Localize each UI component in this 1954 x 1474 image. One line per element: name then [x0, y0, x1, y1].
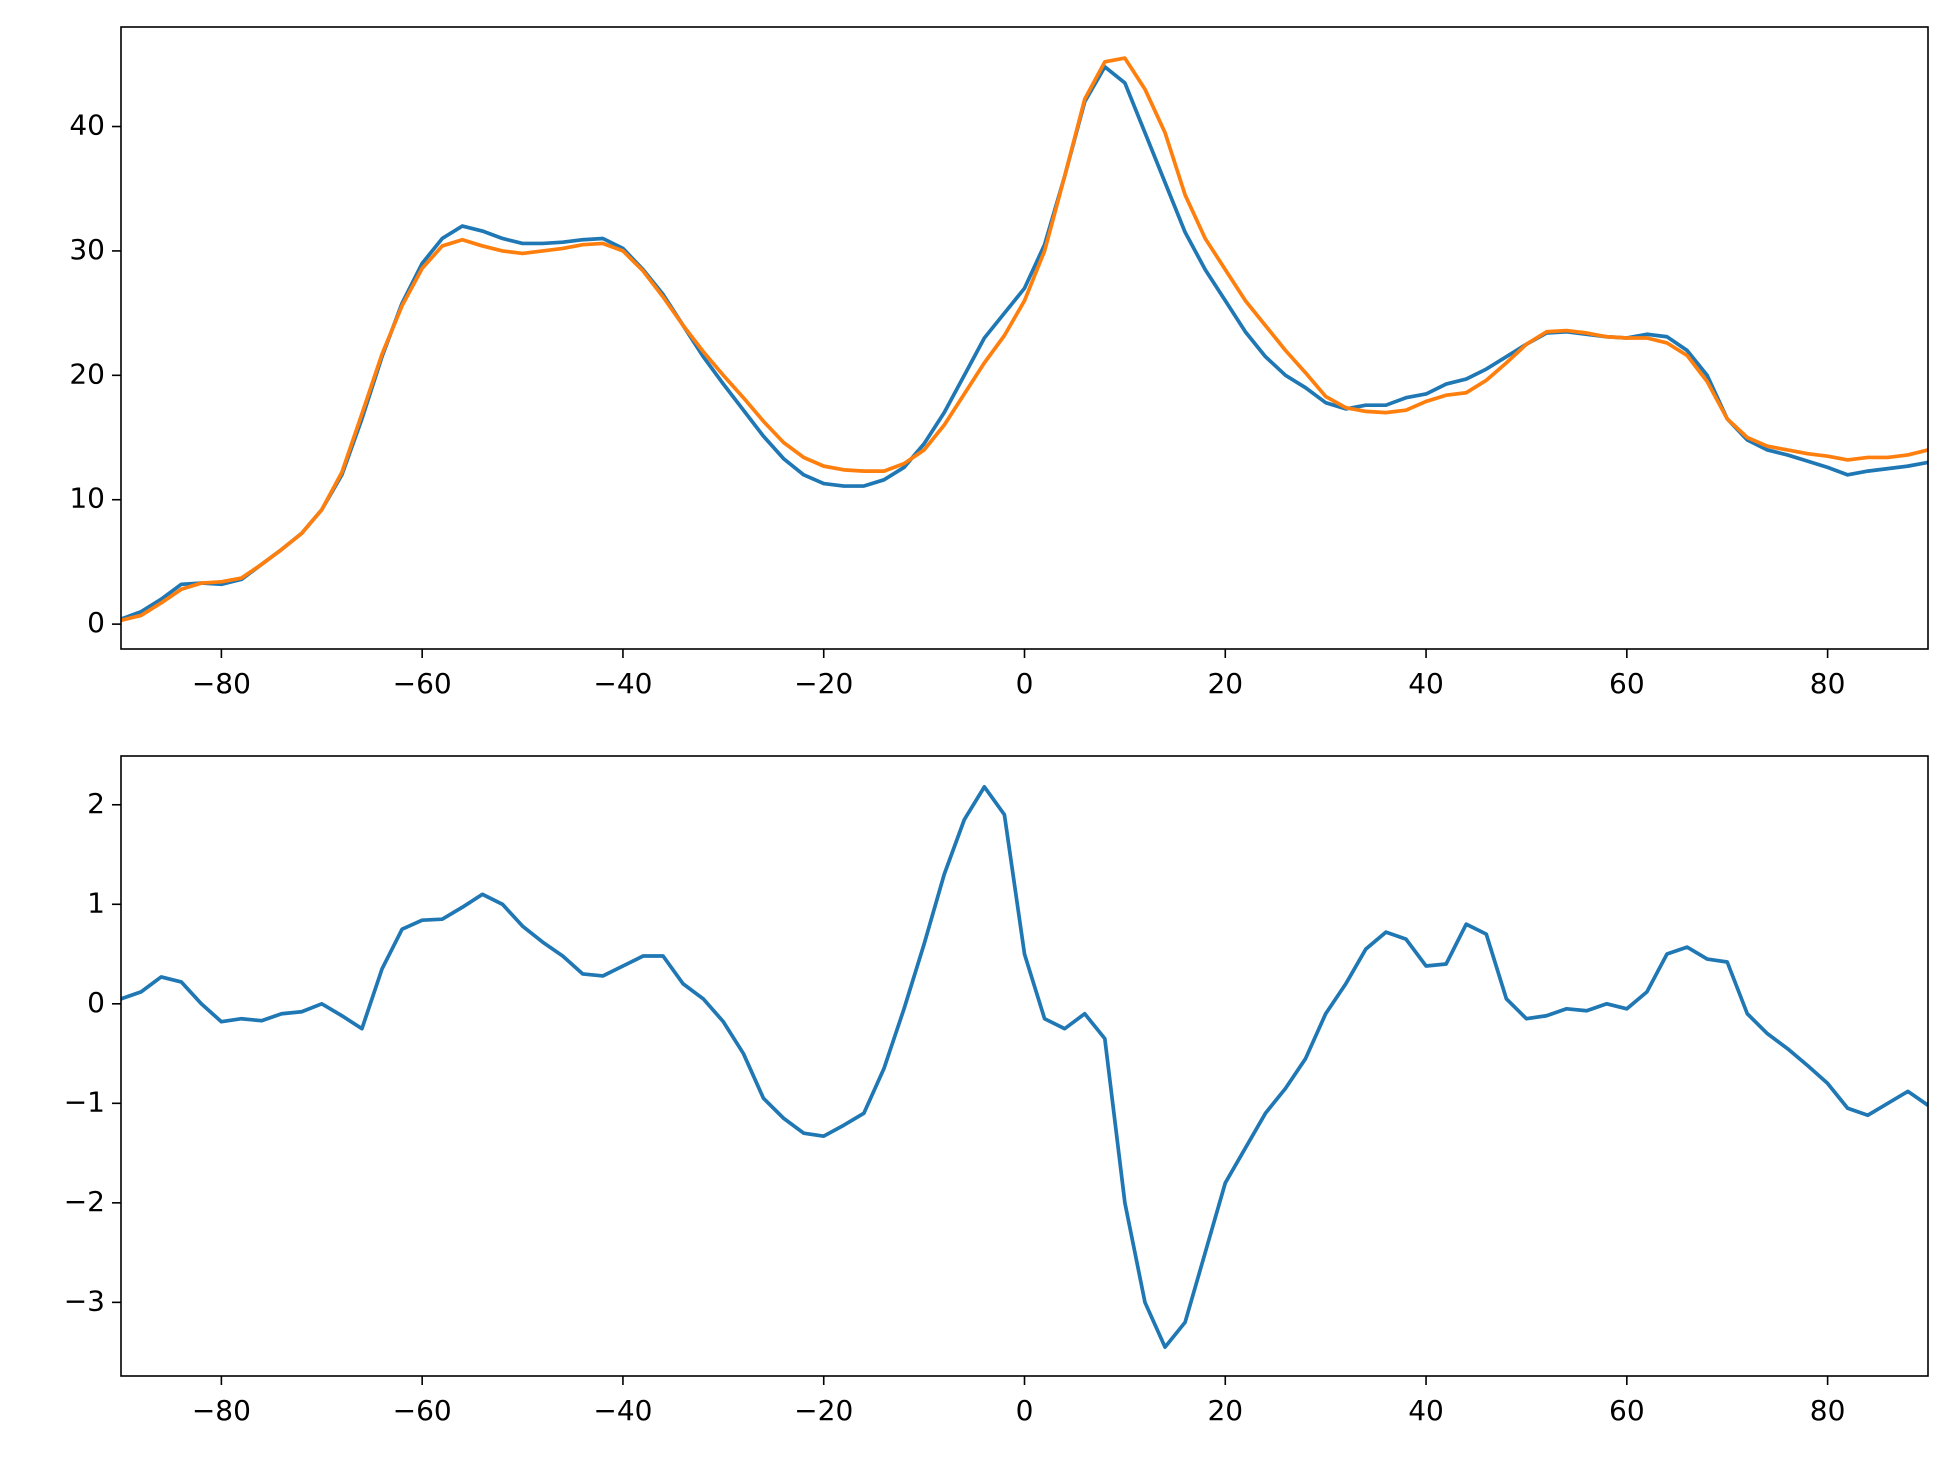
y-tick-label: −1 [64, 1085, 105, 1118]
y-tick-label: −2 [64, 1185, 105, 1218]
x-tick-label: −20 [794, 667, 853, 700]
x-tick-label: 0 [1016, 1394, 1034, 1427]
y-tick-label: 0 [87, 986, 105, 1019]
x-tick-label: 40 [1408, 667, 1444, 700]
x-tick-label: 80 [1810, 667, 1846, 700]
x-tick-label: −40 [593, 1394, 652, 1427]
x-tick-label: 60 [1609, 1394, 1645, 1427]
y-tick-label: 0 [87, 606, 105, 639]
data-line [121, 64, 1928, 621]
data-line [121, 56, 1928, 623]
axes-frame [120, 755, 1929, 1377]
y-tick-label: 1 [87, 886, 105, 919]
x-tick-label: 40 [1408, 1394, 1444, 1427]
x-tick-label: −80 [192, 667, 251, 700]
y-tick-label: 30 [69, 233, 105, 266]
x-tick-label: 60 [1609, 667, 1645, 700]
x-tick-label: 20 [1207, 667, 1243, 700]
axes-frame [120, 26, 1929, 650]
data-line [121, 785, 1928, 1349]
y-tick-label: 40 [69, 109, 105, 142]
y-tick-label: 20 [69, 357, 105, 390]
x-tick-label: 80 [1810, 1394, 1846, 1427]
y-tick-label: 10 [69, 482, 105, 515]
x-tick-label: −40 [593, 667, 652, 700]
x-tick-label: 0 [1016, 667, 1034, 700]
x-tick-label: −20 [794, 1394, 853, 1427]
x-tick-label: −60 [393, 1394, 452, 1427]
x-tick-label: −80 [192, 1394, 251, 1427]
y-tick-label: 2 [87, 787, 105, 820]
x-tick-label: −60 [393, 667, 452, 700]
y-tick-label: −3 [64, 1284, 105, 1317]
x-tick-label: 20 [1207, 1394, 1243, 1427]
